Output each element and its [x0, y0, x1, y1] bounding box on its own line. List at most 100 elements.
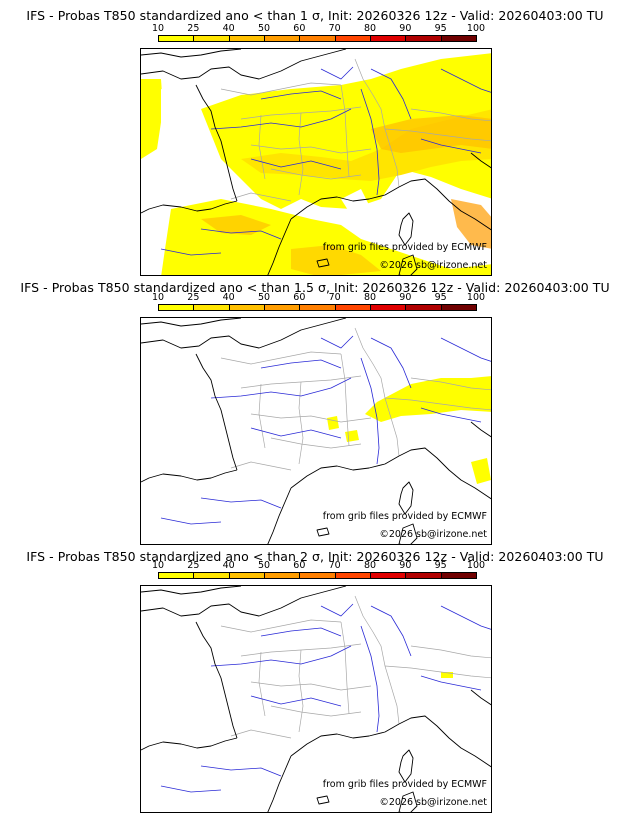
scale-swatch	[370, 572, 407, 579]
coastline	[195, 621, 238, 739]
admin-border	[230, 729, 292, 739]
coastline	[141, 586, 347, 617]
admin-border	[384, 397, 491, 411]
scale-swatch	[405, 304, 442, 311]
admin-border	[410, 108, 491, 122]
river	[210, 108, 352, 130]
scale-tick-label: 10	[151, 560, 165, 571]
scale-swatch	[193, 304, 230, 311]
scale-tick-label: 40	[222, 23, 235, 34]
river	[320, 603, 354, 617]
scale-tick-label: 95	[434, 23, 447, 34]
admin-border	[340, 621, 350, 715]
map-svg	[141, 318, 491, 544]
scale-swatch	[264, 304, 301, 311]
river	[420, 138, 482, 154]
grib-credit: from grib files provided by ECMWF	[322, 511, 487, 522]
coastline	[267, 755, 292, 812]
scale-tick-label: 80	[363, 23, 377, 34]
no-prob-area	[341, 189, 371, 215]
admin-border	[340, 84, 350, 178]
river	[370, 337, 412, 389]
coastline	[141, 200, 238, 214]
scale-tick-label: 25	[187, 560, 200, 571]
color-scale: 10 25 40 50 60 70 80 90 95 100	[152, 23, 485, 44]
scale-swatch	[193, 572, 230, 579]
scale-swatch	[264, 572, 301, 579]
panel-title: IFS - Probas T850 standardized ano < tha…	[26, 8, 604, 23]
panel-title: IFS - Probas T850 standardized ano < tha…	[20, 280, 610, 295]
grib-credit: from grib files provided by ECMWF	[322, 242, 487, 253]
scale-swatch	[228, 35, 265, 42]
river	[260, 359, 342, 369]
admin-border	[354, 58, 400, 188]
scale-swatch	[158, 35, 195, 42]
river	[360, 88, 380, 196]
admin-border	[340, 353, 350, 447]
scale-tick-label: 50	[257, 292, 271, 303]
admin-border	[384, 128, 491, 142]
river	[360, 357, 380, 465]
coastline	[141, 318, 242, 327]
coastline	[290, 186, 400, 220]
scale-tick-label: 95	[434, 560, 447, 571]
admin-border	[230, 461, 292, 471]
scale-tick-label: 70	[328, 560, 341, 571]
admin-border	[354, 595, 400, 725]
coastline	[316, 258, 330, 268]
scale-tick-label: 100	[466, 560, 486, 571]
panel-title: IFS - Probas T850 standardized ano < tha…	[26, 549, 604, 564]
scale-swatch	[264, 35, 301, 42]
river	[260, 90, 342, 100]
river	[200, 497, 282, 509]
admin-border	[250, 144, 372, 154]
scale-tick-label: 10	[151, 23, 165, 34]
prob-area-yellow	[471, 458, 491, 484]
coastline	[398, 715, 491, 768]
admin-border	[384, 665, 491, 679]
admin-border	[270, 437, 362, 449]
scale-tick-label: 80	[363, 560, 377, 571]
scale-swatch	[370, 304, 407, 311]
scale-swatch	[440, 35, 477, 42]
map: from grib files provided by ECMWF ©2026 …	[140, 48, 492, 276]
river	[320, 66, 354, 80]
coastline	[267, 218, 292, 275]
river	[260, 627, 342, 637]
prob-area-orange	[201, 215, 271, 235]
river	[370, 68, 412, 120]
coastline	[316, 527, 330, 537]
admin-border	[220, 351, 342, 365]
river	[200, 228, 282, 240]
river	[210, 377, 352, 399]
admin-border	[270, 168, 362, 180]
coastline	[195, 84, 238, 202]
coastline	[141, 49, 347, 80]
scale-tick-label: 60	[293, 560, 306, 571]
river	[210, 645, 352, 667]
coastline	[398, 481, 414, 515]
coastline	[290, 723, 400, 757]
coastline	[267, 487, 292, 544]
scale-swatch	[405, 572, 442, 579]
scale-tick-label: 70	[328, 292, 341, 303]
scale-tick-label: 50	[257, 560, 271, 571]
river	[160, 248, 222, 256]
scale-tick-label: 10	[151, 292, 165, 303]
coastline	[398, 212, 414, 246]
admin-border	[230, 192, 292, 202]
admin-border	[298, 649, 304, 733]
admin-border	[410, 377, 491, 391]
admin-border	[258, 114, 266, 180]
scale-tick-label: 95	[434, 292, 447, 303]
scale-swatch	[405, 35, 442, 42]
color-scale: 10 25 40 50 60 70 80 90 95 100	[152, 560, 485, 581]
scale-swatch	[299, 572, 336, 579]
river	[440, 68, 491, 93]
scale-tick-label: 90	[399, 560, 412, 571]
scale-swatch	[299, 35, 336, 42]
no-prob-area	[161, 89, 201, 139]
site-credit: ©2026 sb@irizone.net	[379, 797, 487, 808]
admin-border	[410, 645, 491, 659]
admin-border	[270, 705, 362, 717]
